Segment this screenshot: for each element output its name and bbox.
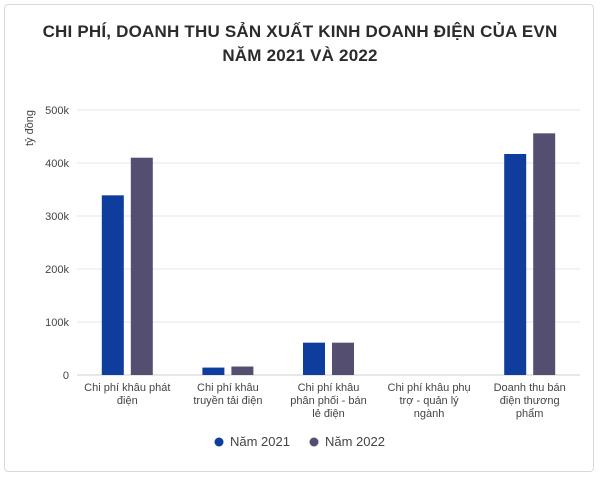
x-tick-label: phân phối - bán (290, 395, 366, 407)
chart-title-line-1: CHI PHÍ, DOANH THU SẢN XUẤT KINH DOANH Đ… (42, 22, 558, 41)
x-tick-label: ngành (414, 408, 445, 420)
y-tick-label: 100k (45, 317, 69, 329)
bar (533, 133, 556, 375)
bar (202, 367, 225, 375)
x-tick-label: truyền tải điện (193, 395, 262, 407)
x-tick-label: phẩm (516, 408, 544, 420)
x-tick-label: điện thương (500, 395, 560, 407)
y-axis-label: tỷ đồng (24, 110, 36, 146)
bar (332, 342, 354, 375)
bar (303, 342, 325, 375)
bar (231, 366, 254, 375)
y-tick-label: 300k (45, 211, 69, 223)
x-tick-label: Chi phí khâu (197, 382, 259, 394)
y-tick-label: 400k (45, 158, 69, 170)
x-tick-label: trợ - quản lý (400, 395, 460, 407)
x-tick-label: điện (117, 395, 138, 407)
legend-marker (309, 437, 319, 447)
y-tick-label: 200k (45, 264, 69, 276)
legend-label: Năm 2021 (230, 434, 290, 449)
chart-title: CHI PHÍ, DOANH THU SẢN XUẤT KINH DOANH Đ… (0, 20, 600, 68)
bar (101, 195, 124, 375)
x-tick-label: Chi phí khâu phát (84, 382, 170, 394)
x-tick-label: Doanh thu bán (494, 382, 566, 394)
chart-title-line-2: NĂM 2021 VÀ 2022 (222, 46, 378, 65)
x-tick-label: Chi phí khâu phụ (388, 382, 471, 394)
legend-marker (214, 437, 224, 447)
bar (504, 153, 527, 375)
y-tick-label: 0 (63, 370, 69, 382)
bar (130, 157, 153, 375)
legend-label: Năm 2022 (325, 434, 385, 449)
x-tick-label: Chi phí khâu (298, 382, 360, 394)
y-tick-label: 500k (45, 105, 69, 117)
x-tick-label: lẻ điện (312, 408, 344, 420)
